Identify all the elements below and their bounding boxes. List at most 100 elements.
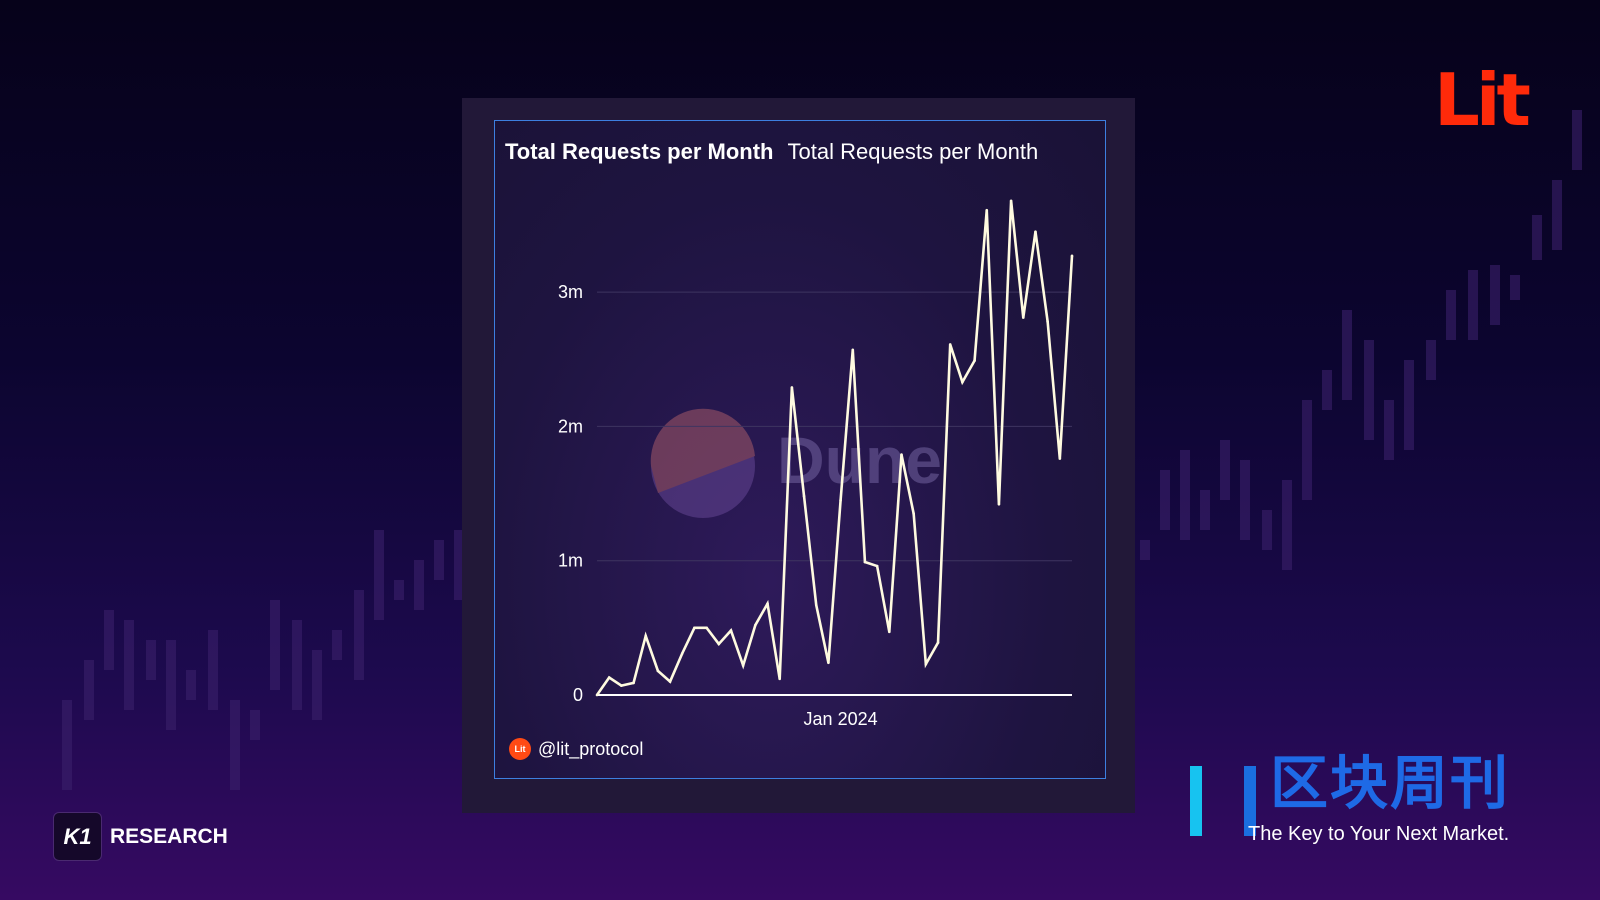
k1-research-logo: K1 RESEARCH (53, 812, 228, 861)
data-point (1034, 230, 1037, 233)
lit-badge-icon: Lit (509, 738, 531, 760)
attribution-handle[interactable]: @lit_protocol (538, 738, 644, 759)
data-point (741, 664, 745, 667)
candle (312, 650, 322, 720)
data-point (656, 669, 660, 673)
data-point (790, 386, 794, 389)
candle (230, 700, 240, 790)
candle (434, 540, 444, 580)
data-point (607, 676, 611, 679)
data-point (778, 677, 781, 681)
candle (1220, 440, 1230, 500)
candle (1322, 370, 1332, 410)
candle (1342, 310, 1352, 400)
k1-mark: K1 (53, 812, 102, 861)
candle (354, 590, 364, 680)
candle (414, 560, 424, 610)
candle (270, 600, 280, 690)
candle (1446, 290, 1456, 340)
candle (62, 700, 72, 790)
candle (292, 620, 302, 710)
data-point (985, 208, 989, 212)
data-point (1058, 457, 1062, 460)
candle (84, 660, 94, 720)
data-point (814, 603, 818, 607)
candle (1160, 470, 1170, 530)
candle (1180, 450, 1190, 540)
data-point (900, 453, 903, 456)
candle (1532, 215, 1542, 260)
data-point (632, 681, 635, 685)
candle (1404, 360, 1414, 450)
data-point (973, 359, 976, 362)
data-point (1070, 254, 1074, 258)
candle (1262, 510, 1272, 550)
candle (250, 710, 260, 740)
chart-panel: Dune 0 1m 2m 3m Jan 2024 Total Requests per … (494, 120, 1106, 779)
data-point (729, 629, 733, 632)
candle (332, 630, 342, 660)
data-point (863, 560, 867, 564)
data-point (595, 693, 599, 697)
candle (186, 670, 196, 700)
candle (124, 620, 134, 710)
y-tick-label: 0 (573, 685, 583, 705)
candle (1140, 540, 1150, 560)
series-line (595, 200, 1074, 696)
data-point (705, 626, 708, 630)
y-tick-label: 1m (558, 551, 583, 571)
data-point (912, 512, 915, 515)
candle (146, 640, 156, 680)
k1-text: RESEARCH (110, 824, 228, 848)
candle (394, 580, 404, 600)
qkzk-tagline: The Key to Your Next Market. (1248, 823, 1510, 845)
chart-titles: Total Requests per Month Total Requests … (505, 139, 1038, 165)
candle (1282, 480, 1292, 570)
data-point (644, 634, 648, 638)
data-point (766, 602, 769, 605)
candle (454, 530, 464, 600)
data-point (827, 661, 830, 665)
candle (1510, 275, 1520, 300)
candle (1468, 270, 1478, 340)
data-point (620, 684, 623, 687)
x-tick-label: Jan 2024 (804, 709, 878, 729)
candle (1200, 490, 1210, 530)
candle (1426, 340, 1436, 380)
candle (166, 640, 176, 730)
candle (1302, 400, 1312, 500)
data-point (924, 662, 928, 666)
y-tick-label: 3m (558, 282, 583, 302)
qkzk-name: 区块周刊 (1270, 751, 1511, 816)
data-point (802, 494, 806, 498)
data-point (948, 343, 952, 346)
attribution[interactable]: Lit @lit_protocol (509, 738, 643, 760)
data-point (839, 498, 842, 502)
data-point (680, 652, 684, 655)
candle (1572, 110, 1582, 170)
y-tick-label: 2m (558, 416, 583, 436)
data-point (888, 630, 891, 634)
qkzk-mark-icon (1190, 766, 1256, 836)
data-point (1046, 320, 1049, 323)
candle (1364, 340, 1374, 440)
lit-logo: Lit (1434, 58, 1531, 142)
candle (104, 610, 114, 670)
data-point (961, 380, 964, 384)
candle (1490, 265, 1500, 325)
data-point (936, 641, 940, 644)
data-point (875, 564, 879, 568)
data-point (1021, 316, 1025, 319)
chart-subtitle: Total Requests per Month (787, 139, 1039, 164)
qkzk-logo: 区块周刊 The Key to Your Next Market. (1190, 752, 1570, 862)
data-point (668, 680, 672, 683)
data-point (851, 348, 855, 352)
candle (1384, 400, 1394, 460)
data-point (754, 623, 757, 627)
candle (1240, 460, 1250, 540)
chart-title: Total Requests per Month (505, 139, 774, 164)
data-point (693, 626, 696, 630)
candle (208, 630, 218, 710)
